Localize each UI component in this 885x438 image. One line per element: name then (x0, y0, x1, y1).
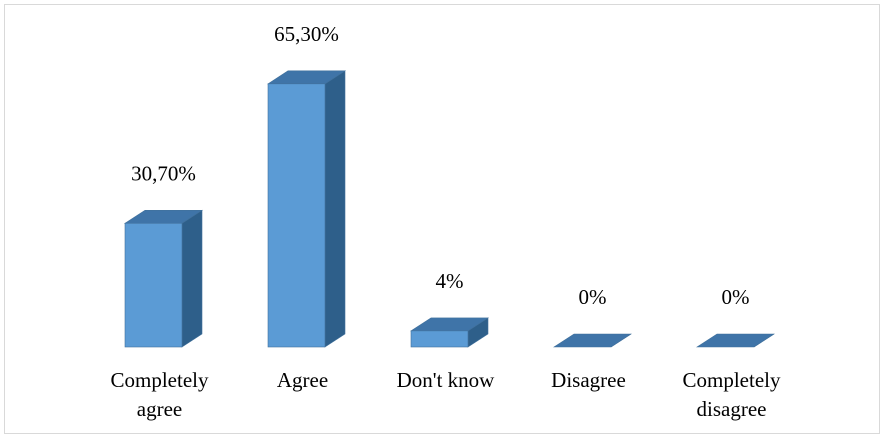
bar-front-face (267, 83, 326, 348)
data-label: 4% (436, 269, 464, 293)
category-label-line: Agree (277, 368, 328, 392)
category-label: Disagree (551, 368, 626, 392)
category-label: Completely disagree (683, 368, 781, 421)
bar-2 (409, 317, 490, 348)
category-label: Agree (277, 368, 328, 392)
data-label: 0% (579, 285, 607, 309)
bar-side-face (324, 70, 346, 348)
bar-top-face (552, 333, 633, 348)
category-label: Completely agree (111, 368, 209, 421)
category-label-line: disagree (697, 397, 767, 421)
category-label-line: Don't know (397, 368, 496, 392)
category-label-line: agree (137, 397, 182, 421)
bar-side-face (181, 209, 203, 348)
data-label: 65,30% (274, 22, 339, 46)
chart-frame: 30,70% Completely agree 65,30% Agree 4% Don't … (4, 4, 880, 434)
data-label: 0% (722, 285, 750, 309)
bar-chart: 30,70% Completely agree 65,30% Agree 4% Don't … (111, 22, 781, 421)
bar-0 (123, 209, 204, 348)
category-label-line: Completely (683, 368, 781, 392)
bar-3 (552, 333, 633, 348)
bar-1 (266, 70, 347, 348)
bar-top-face (695, 333, 776, 348)
category-label: Don't know (397, 368, 496, 392)
bar-front-face (124, 222, 183, 348)
category-label-line: Disagree (551, 368, 626, 392)
bar-front-face (410, 330, 469, 348)
data-label: 30,70% (131, 161, 196, 185)
category-label-line: Completely (111, 368, 209, 392)
bar-4 (695, 333, 776, 348)
